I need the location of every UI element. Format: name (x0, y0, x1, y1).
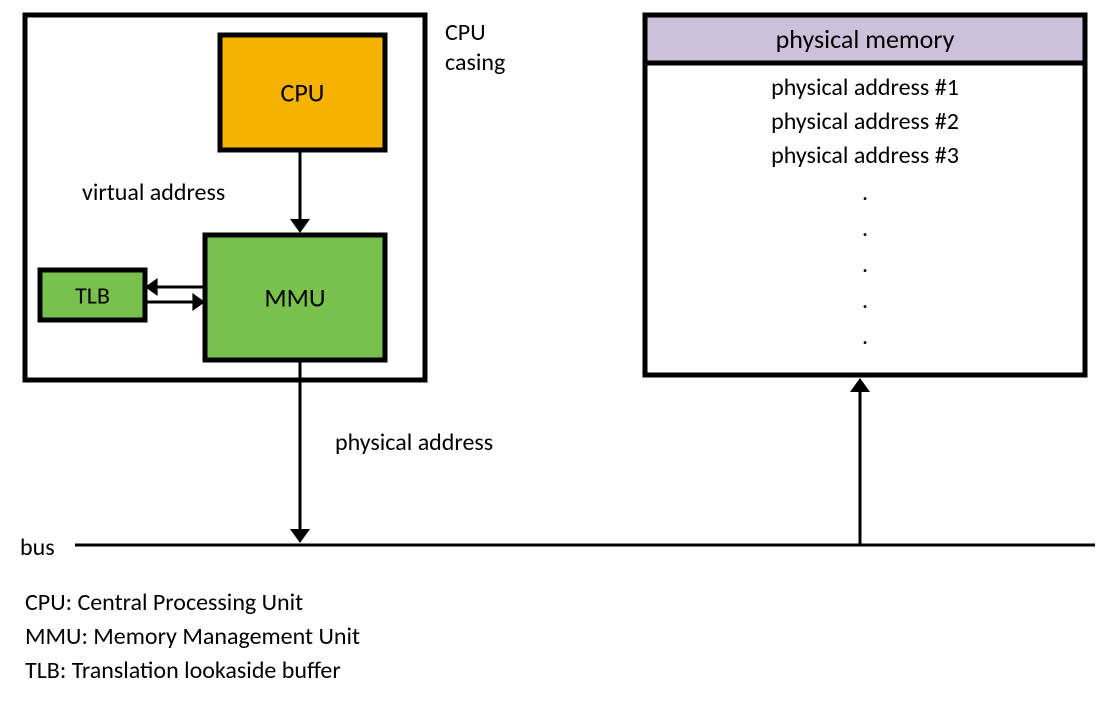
memory-entry: physical address #2 (771, 107, 959, 136)
memory-dot: . (862, 286, 868, 315)
bus-label: bus (20, 533, 55, 562)
memory-dot: . (862, 214, 868, 243)
legend-line: CPU: Central Processing Unit (25, 588, 303, 617)
memory-dot: . (862, 322, 868, 351)
legend-line: MMU: Memory Management Unit (25, 622, 360, 651)
memory-entry: physical address #3 (771, 141, 959, 170)
cpu-casing-label: CPU (445, 18, 486, 47)
legend-line: TLB: Translation lookaside buffer (25, 656, 341, 685)
memory-entry: physical address #1 (771, 73, 959, 102)
memory-dot: . (862, 250, 868, 279)
cpu-casing-label: casing (445, 48, 505, 77)
cpu-label: CPU (281, 77, 325, 109)
memory-title: physical memory (776, 23, 955, 55)
arrowhead (850, 378, 870, 392)
tlb-label: TLB (75, 281, 110, 310)
arrowhead (290, 529, 310, 543)
mmu-label: MMU (264, 282, 325, 314)
physical-address-label: physical address (335, 428, 493, 457)
memory-dot: . (862, 178, 868, 207)
virtual-address-label: virtual address (82, 178, 225, 207)
